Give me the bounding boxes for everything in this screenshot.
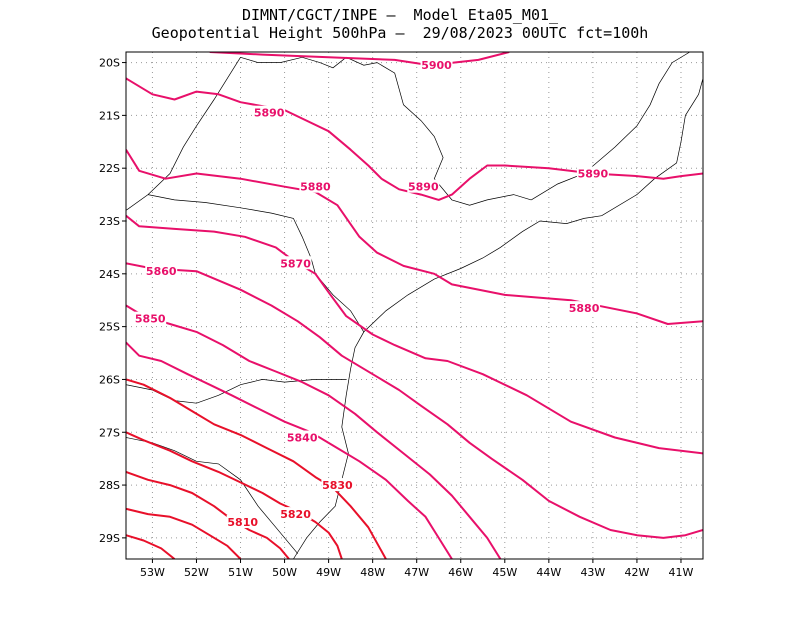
- contour-5830: [126, 378, 387, 559]
- contour-label-bg: [279, 507, 312, 521]
- lon-tick-label: 52W: [184, 566, 209, 579]
- lon-tick-label: 47W: [404, 566, 429, 579]
- contour-label: 5880: [569, 302, 600, 315]
- contour-label-bg: [321, 478, 354, 492]
- contour-label: 5830: [322, 479, 353, 492]
- lon-tick-label: 53W: [140, 566, 165, 579]
- lon-tick-label: 51W: [228, 566, 253, 579]
- lat-tick-label: 24S: [99, 268, 120, 281]
- contour-label-bg: [286, 430, 319, 444]
- contour-label: 5820: [280, 508, 311, 521]
- contour-5860: [126, 262, 703, 539]
- contour-label: 5880: [300, 181, 331, 194]
- contour-5800: [126, 507, 242, 559]
- border-border-sc-rs: [125, 437, 299, 554]
- chart-title-line1: DIMNT/CGCT/INPE – Model Eta05_M01_: [241, 6, 559, 24]
- lon-tick-label: 42W: [624, 566, 649, 579]
- contour-label-bg: [407, 179, 440, 193]
- lon-tick-label: 46W: [448, 566, 473, 579]
- contour-label-bg: [145, 264, 178, 278]
- lat-tick-label: 25S: [99, 321, 120, 334]
- contour-label: 5850: [135, 313, 166, 326]
- chart-title-line2: Geopotential Height 500hPa – 29/08/2023 …: [151, 24, 649, 42]
- contour-label: 5890: [578, 167, 609, 180]
- lon-tick-label: 45W: [492, 566, 517, 579]
- border-border-mg-rj-es: [531, 51, 690, 201]
- lat-tick-label: 20S: [99, 57, 120, 70]
- lat-tick-label: 27S: [99, 426, 120, 439]
- contour-5820: [126, 431, 343, 559]
- contour-label: 5890: [408, 181, 439, 194]
- lon-tick-label: 44W: [536, 566, 561, 579]
- lon-tick-label: 49W: [316, 566, 341, 579]
- contour-label-bg: [576, 166, 609, 180]
- contour-label: 5810: [227, 516, 258, 529]
- lat-tick-label: 22S: [99, 162, 120, 175]
- lat-tick-label: 21S: [99, 109, 120, 122]
- lat-tick-label: 29S: [99, 532, 120, 545]
- lat-tick-label: 23S: [99, 215, 120, 228]
- political-borders: [125, 51, 704, 560]
- contour-label: 5900: [421, 59, 452, 72]
- contour-5840: [126, 341, 453, 559]
- lon-tick-label: 43W: [580, 566, 605, 579]
- lon-tick-label: 41W: [669, 566, 694, 579]
- contour-label-bg: [134, 311, 167, 325]
- lon-tick-label: 48W: [360, 566, 385, 579]
- contour-label-bg: [299, 179, 332, 193]
- lat-tick-label: 28S: [99, 479, 120, 492]
- lat-tick-label: 26S: [99, 373, 120, 386]
- lon-tick-label: 50W: [272, 566, 297, 579]
- contour-label: 5890: [254, 107, 285, 120]
- contour-5850: [126, 304, 502, 559]
- axis-ticks: 20S 21S 22S 23S 24S 25S 26S 27S 28S 29S 53W 52W 51W 5…: [99, 57, 694, 579]
- contour-label: 5840: [287, 432, 318, 445]
- border-border-mg-sp: [240, 56, 532, 206]
- contour-labels: 5900 5890 5890 5890 5880 5880 5870 5860 5850 5840…: [134, 58, 609, 529]
- plot-frame: [125, 51, 704, 560]
- contour-label-bg: [253, 105, 286, 119]
- contour-label-bg: [226, 515, 259, 529]
- graticule: [126, 52, 703, 559]
- contour-label: 5870: [280, 257, 311, 270]
- contour-label-bg: [568, 301, 601, 315]
- border-coastline: [293, 78, 704, 560]
- geopotential-contours: [126, 52, 703, 559]
- contour-5870: [126, 214, 703, 455]
- border-rio-parana: [125, 57, 241, 211]
- contour-5810: [126, 470, 290, 559]
- contour-5900: [209, 52, 510, 67]
- contour-5790: [126, 534, 176, 559]
- contour-label: 5860: [146, 265, 177, 278]
- contour-label-bg: [279, 256, 312, 270]
- contour-label-bg: [420, 58, 453, 72]
- border-border-sp-pr: [147, 194, 365, 333]
